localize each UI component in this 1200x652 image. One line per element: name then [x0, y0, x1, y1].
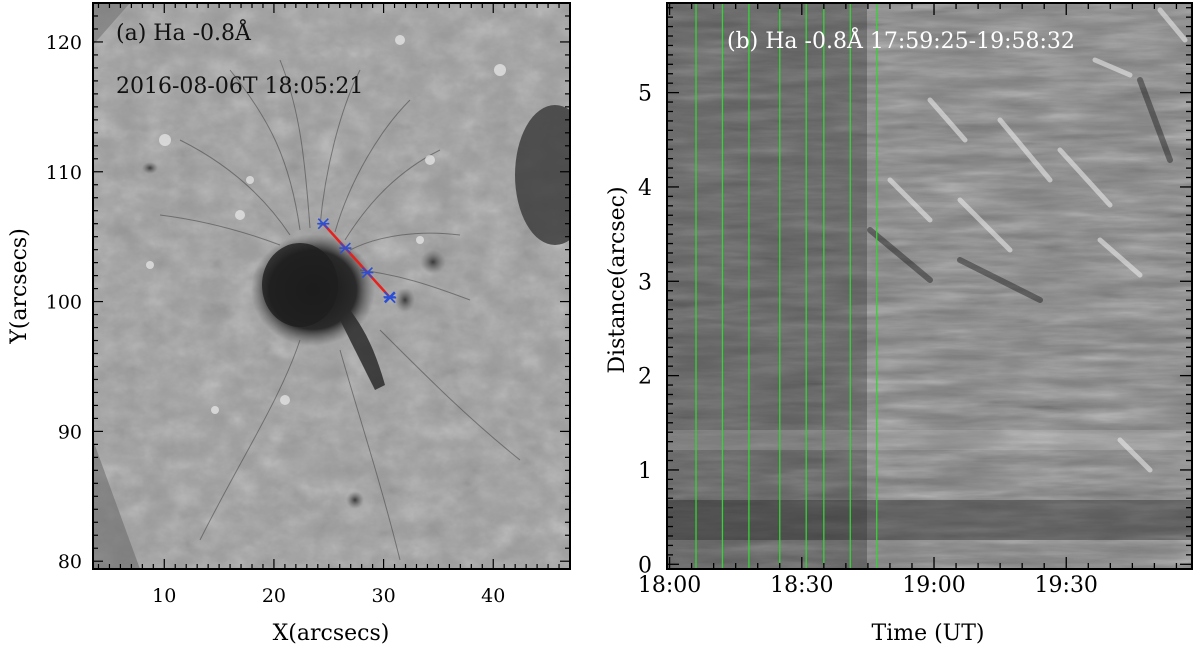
y-tick-label: 90 — [58, 421, 82, 443]
panel-b-time-markers — [695, 3, 878, 569]
panel-a-ylabel: Y(arcsecs) — [7, 228, 32, 345]
x-tick-label: 18:00 — [638, 573, 701, 598]
y-tick-label: 100 — [46, 292, 82, 314]
x-tick-label: 20 — [262, 585, 286, 607]
y-tick-label: 1 — [638, 459, 652, 484]
panel-b-ticks: 18:00 18:30 19:00 19:30 0 1 2 3 4 5 — [638, 3, 1192, 598]
y-tick-label: 4 — [638, 176, 652, 201]
x-tick-label: 10 — [152, 585, 176, 607]
panel-b: 18:00 18:30 19:00 19:30 0 1 2 3 4 5 (b) Ha -0.8Å … — [605, 2, 1193, 646]
slit-start-marker — [317, 218, 330, 230]
panel-b-frame — [666, 2, 1193, 570]
y-tick-label: 2 — [638, 365, 652, 390]
panel-b-image — [667, 3, 1192, 569]
slit-mid-marker — [361, 266, 374, 279]
y-tick-label: 110 — [46, 162, 82, 184]
panel-b-ylabel: Distance(arcsec) — [605, 186, 630, 373]
panel-a-ticks: 10 20 30 40 80 90 100 110 120 — [46, 2, 571, 607]
y-tick-label: 80 — [58, 551, 82, 573]
panel-a-date: 2016-08-06T 18:05:21 — [116, 74, 363, 99]
panel-a-xlabel: X(arcsecs) — [273, 621, 390, 646]
slit-line — [322, 222, 392, 299]
x-tick-label: 40 — [481, 585, 505, 607]
slit-mid-marker — [383, 291, 396, 303]
y-tick-label: 0 — [638, 553, 652, 578]
panel-a: 10 20 30 40 80 90 100 110 120 (a) Ha -0.8Å 2016-… — [7, 2, 571, 646]
slit-mid-marker — [339, 242, 352, 254]
panel-b-title: (b) Ha -0.8Å 17:59:25-19:58:32 — [727, 26, 1075, 54]
slit-line-group — [317, 218, 397, 304]
x-tick-label: 30 — [371, 585, 395, 607]
panel-a-image — [93, 3, 570, 569]
panel-b-xlabel: Time (UT) — [872, 621, 985, 646]
y-tick-label: 120 — [46, 32, 82, 54]
panel-a-title: (a) Ha -0.8Å — [116, 18, 252, 46]
x-tick-label: 18:30 — [770, 573, 833, 598]
x-tick-label: 19:30 — [1035, 573, 1098, 598]
x-tick-label: 19:00 — [902, 573, 965, 598]
y-tick-label: 3 — [638, 270, 652, 295]
panel-a-frame — [92, 2, 571, 570]
y-tick-label: 5 — [638, 82, 652, 107]
